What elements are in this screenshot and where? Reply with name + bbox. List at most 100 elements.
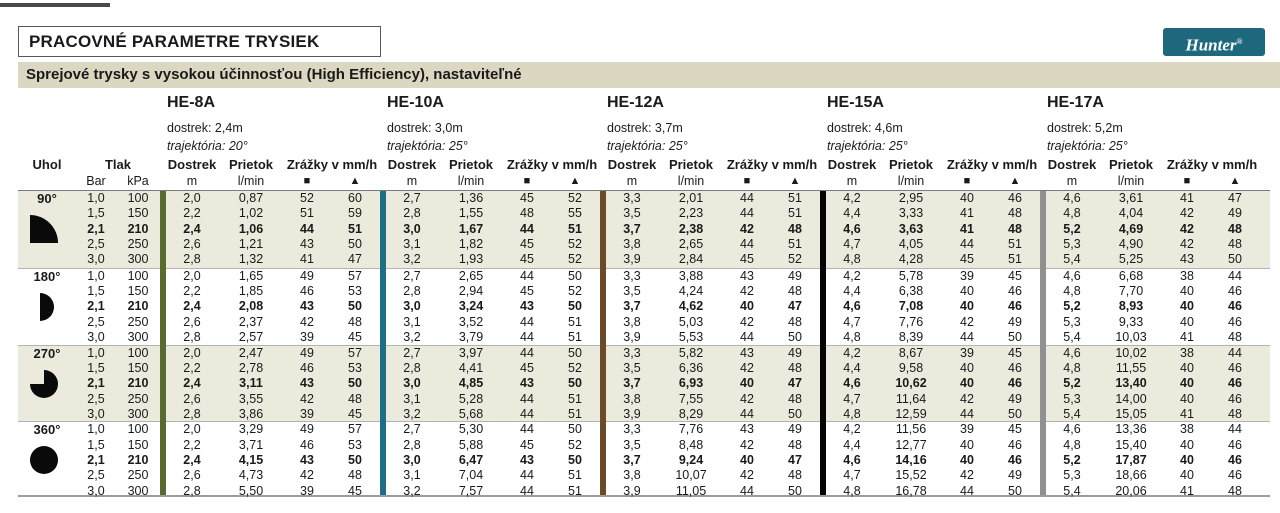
precip-square-value: 40	[740, 299, 754, 314]
flow-value: 5,78	[898, 268, 924, 283]
precip-square-value: 43	[740, 268, 754, 283]
range-value: 3,5	[623, 206, 641, 221]
precip-square-value: 40	[960, 376, 974, 391]
page-edge-mark	[0, 3, 110, 7]
precip-square-value: 44	[520, 468, 534, 483]
table-row: 2,5 250 2,6 4,73 42 48 3,1 7,04 44 51 3,8 10,07 42 48…	[18, 468, 1270, 483]
precip-square-value: 44	[520, 422, 534, 437]
flow-value: 13,40	[1115, 376, 1147, 391]
precip-square-value: 45	[740, 252, 754, 267]
nozzle-color-bar-HE-15A	[820, 191, 826, 495]
precip-triangle-value: 50	[568, 452, 582, 467]
flow-value: 5,03	[678, 314, 704, 329]
flow-value: 2,47	[238, 345, 264, 360]
flow-value: 14,16	[895, 452, 927, 467]
unit-lmin: l/min	[457, 174, 485, 188]
nozzle-range: dostrek: 5,2m	[1047, 121, 1123, 135]
precip-triangle-value: 45	[348, 330, 362, 345]
precip-triangle-value: 48	[348, 391, 362, 406]
precip-square-value: 42	[300, 314, 314, 329]
precip-triangle-value: 49	[1008, 391, 1022, 406]
pressure-kpa-value: 250	[127, 237, 149, 252]
flow-value: 6,93	[678, 376, 704, 391]
pressure-kpa-value: 210	[127, 299, 149, 314]
range-value: 2,8	[183, 406, 201, 421]
range-value: 5,3	[1063, 314, 1081, 329]
flow-value: 3,88	[678, 268, 704, 283]
precip-triangle-value: 47	[788, 452, 802, 467]
precip-square-value: 38	[1180, 422, 1194, 437]
precip-square-value: 42	[1180, 206, 1194, 221]
precip-triangle-value: 52	[788, 252, 802, 267]
range-value: 4,8	[843, 252, 861, 267]
flow-value: 5,82	[678, 345, 704, 360]
precip-square-value: 44	[520, 330, 534, 345]
precip-triangle-value: 51	[568, 406, 582, 421]
triangle-symbol-icon: ▲	[569, 175, 581, 187]
precip-square-value: 38	[1180, 268, 1194, 283]
range-value: 5,2	[1063, 452, 1081, 467]
header-range: Dostrek	[827, 157, 877, 172]
precip-square-value: 43	[520, 452, 534, 467]
flow-value: 4,04	[1118, 206, 1144, 221]
range-value: 3,1	[403, 237, 421, 252]
precip-square-value: 44	[520, 345, 534, 360]
range-value: 3,0	[403, 299, 421, 314]
flow-value: 15,40	[1115, 437, 1147, 452]
flow-value: 11,64	[895, 391, 927, 406]
col-header-row: Uhol Tlak Dostrek Prietok Zrážky v mm/h Dostr…	[18, 156, 1270, 173]
range-value: 2,6	[183, 468, 201, 483]
nozzle-trajectory: trajektória: 25°	[827, 139, 908, 153]
square-symbol-icon: ■	[303, 175, 311, 187]
subtitle-banner: Sprejové trysky s vysokou účinnosťou (Hi…	[18, 62, 1280, 88]
pressure-bar-value: 2,5	[87, 468, 105, 483]
precip-square-value: 44	[960, 483, 974, 498]
pressure-kpa-value: 150	[127, 206, 149, 221]
range-value: 2,8	[183, 252, 201, 267]
registered-mark: ®	[1236, 37, 1243, 46]
flow-value: 2,94	[458, 284, 484, 299]
precip-triangle-value: 50	[1228, 252, 1242, 267]
table-row: 1,0 100 2,0 0,87 52 60 2,7 1,36 45 52 3,3 2,01 44 51 4…	[18, 191, 1270, 206]
precip-triangle-value: 51	[788, 191, 802, 205]
header-range: Dostrek	[1047, 157, 1097, 172]
pressure-bar-value: 3,0	[87, 406, 105, 421]
flow-value: 4,90	[1118, 237, 1144, 252]
table-row: 1,0 100 2,0 1,65 49 57 2,7 2,65 44 50 3,3 3,88 43 49 4…	[18, 269, 1270, 284]
precip-triangle-value: 50	[568, 268, 582, 283]
table-row: 3,0 300 2,8 2,57 39 45 3,2 3,79 44 51 3,9 5,53 44 50 4…	[18, 330, 1270, 345]
flow-value: 5,68	[458, 406, 484, 421]
range-value: 3,2	[403, 406, 421, 421]
precip-triangle-value: 51	[568, 330, 582, 345]
precip-triangle-value: 48	[1008, 221, 1022, 236]
flow-value: 6,47	[458, 452, 484, 467]
precip-square-value: 45	[520, 252, 534, 267]
hunter-logo: Hunter®	[1163, 28, 1265, 56]
precip-square-value: 43	[300, 376, 314, 391]
range-value: 2,4	[183, 221, 201, 236]
flow-value: 3,71	[238, 437, 264, 452]
header-precip: Zrážky v mm/h	[946, 157, 1038, 172]
flow-value: 10,02	[1115, 345, 1147, 360]
header-pressure: Tlak	[104, 157, 131, 172]
precip-triangle-value: 52	[568, 360, 582, 375]
precip-square-value: 44	[740, 483, 754, 498]
range-value: 4,6	[1063, 191, 1081, 205]
flow-value: 5,25	[1118, 252, 1144, 267]
precip-triangle-value: 48	[1228, 406, 1242, 421]
precip-square-value: 38	[1180, 345, 1194, 360]
precip-square-value: 44	[300, 221, 314, 236]
range-value: 3,3	[623, 268, 641, 283]
nozzle-range: dostrek: 3,7m	[607, 121, 683, 135]
range-value: 2,7	[403, 191, 421, 205]
angle-label: 270°	[33, 345, 61, 361]
flow-value: 15,05	[1115, 406, 1147, 421]
range-value: 5,2	[1063, 221, 1081, 236]
pressure-bar-value: 3,0	[87, 330, 105, 345]
precip-square-value: 45	[520, 437, 534, 452]
nozzle-color-bar-HE-17A	[1040, 191, 1046, 495]
precip-triangle-value: 46	[1008, 284, 1022, 299]
header-range: Dostrek	[167, 157, 217, 172]
pressure-kpa-value: 100	[127, 345, 149, 360]
pressure-bar-value: 3,0	[87, 483, 105, 498]
